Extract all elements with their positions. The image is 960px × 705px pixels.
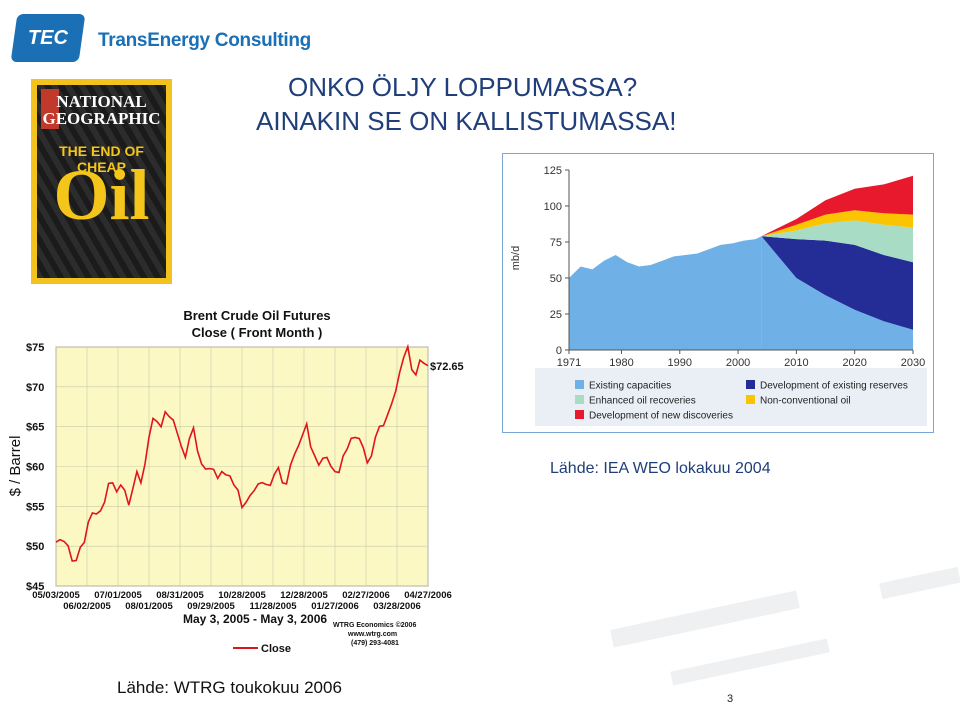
iea-chart-frame: 0 25 50 75 100 125 1971 1980 1990 2000 2010 2020 20…: [502, 153, 934, 433]
cover-badge: [41, 89, 59, 129]
iea-source-caption: Lähde: IEA WEO lokakuu 2004: [550, 460, 771, 477]
y-tick-label: $70: [26, 382, 44, 394]
x-tick-label: 2020: [842, 357, 866, 369]
x-tick-label: 10/28/2005: [218, 590, 266, 601]
credit-line: WTRG Economics ©2006: [333, 621, 416, 629]
slide-title-line1: ONKO ÖLJY LOPPUMASSA?: [288, 72, 638, 102]
x-tick-label: 04/27/2006: [404, 590, 452, 601]
company-name: TransEnergy Consulting: [98, 30, 311, 51]
axes: [565, 169, 914, 354]
x-tick-label: 2030: [901, 357, 925, 369]
legend-swatch: [575, 395, 584, 404]
y-tick-label: $65: [26, 422, 44, 434]
x-tick-label: 12/28/2005: [280, 590, 328, 601]
chart-title: Brent Crude Oil Futures: [183, 308, 330, 323]
iea-chart: 0 25 50 75 100 125 1971 1980 1990 2000 2010 2020 20…: [510, 165, 927, 426]
legend-label: Enhanced oil recoveries: [589, 396, 696, 407]
y-tick-label: $45: [26, 581, 44, 593]
chart-subtitle: Close ( Front Month ): [192, 325, 323, 340]
x-tick-label: 01/27/2006: [311, 601, 359, 612]
credit-line: www.wtrg.com: [347, 631, 397, 638]
x-tick-label: 09/29/2005: [187, 601, 235, 612]
area-existing-reserves: [761, 236, 913, 330]
legend-label: Development of new discoveries: [589, 411, 733, 422]
page-number: 3: [727, 693, 734, 705]
x-tick-label: 11/28/2005: [249, 601, 297, 612]
y-axis-label: mb/d: [510, 246, 522, 270]
legend-label: Existing capacities: [589, 381, 671, 392]
x-tick-labels: 1971 1980 1990 2000 2010 2020 2030: [557, 357, 925, 369]
y-tick-label: $75: [26, 342, 44, 354]
y-tick-labels: 0 25 50 75 100 125: [544, 165, 562, 357]
area-historical: [569, 236, 762, 350]
y-tick-label: 75: [550, 237, 562, 249]
legend-box: [535, 368, 927, 426]
y-tick-label: $55: [26, 501, 44, 513]
y-tick-label: 0: [556, 345, 562, 357]
x-tick-label: 2000: [726, 357, 750, 369]
area-new-discoveries: [761, 175, 913, 237]
x-tick-labels: 05/03/2005 07/01/2005 08/31/2005 10/28/2005…: [32, 590, 452, 612]
decor-stripe: [610, 590, 800, 648]
legend-swatch: [575, 380, 584, 389]
area-enhanced-recoveries: [761, 220, 913, 263]
x-tick-label: 02/27/2006: [342, 590, 390, 601]
x-axis-label: May 3, 2005 - May 3, 2006: [183, 612, 327, 626]
y-tick-labels: $75 $70 $65 $60 $55 $50 $45: [26, 342, 44, 593]
decor-stripe: [879, 566, 960, 600]
legend: Existing capacities Development of existi…: [575, 380, 908, 422]
series-line-close: [55, 343, 429, 562]
magazine-headline: THE END OF CHEAP: [59, 143, 144, 175]
magazine-cover: NATIONAL GEOGRAPHIC THE END OF CHEAP Oil: [31, 79, 172, 284]
y-tick-label: 125: [544, 165, 562, 177]
y-tick-label: $50: [26, 541, 44, 553]
legend-label: Development of existing reserves: [760, 381, 908, 392]
x-tick-label: 2010: [784, 357, 808, 369]
x-tick-label: 08/31/2005: [156, 590, 204, 601]
logo-text: TEC: [28, 26, 68, 49]
legend-swatch: [746, 395, 755, 404]
magazine-brand: NATIONAL GEOGRAPHIC: [42, 92, 161, 128]
y-tick-label: $60: [26, 462, 44, 474]
credit-line: (479) 293-4081: [351, 640, 399, 647]
last-value-label: $72.65: [430, 361, 464, 373]
x-tick-label: 1980: [609, 357, 633, 369]
stacked-areas: [569, 175, 913, 350]
legend-label-close: Close: [261, 643, 291, 655]
brent-chart: Brent Crude Oil Futures Close ( Front Mo…: [7, 308, 464, 655]
x-tick-label: 1971: [557, 357, 581, 369]
area-existing-capacities: [761, 236, 913, 350]
legend-label: Non-conventional oil: [760, 396, 851, 407]
y-tick-label: 50: [550, 273, 562, 285]
x-tick-label: 07/01/2005: [94, 590, 142, 601]
wtrg-source-caption: Lähde: WTRG toukokuu 2006: [117, 678, 342, 697]
area-non-conventional: [761, 210, 913, 237]
tec-logo: TEC: [10, 14, 86, 62]
y-tick-label: 25: [550, 309, 562, 321]
x-tick-label: 03/28/2006: [373, 601, 421, 612]
slide-title-line2: AINAKIN SE ON KALLISTUMASSA!: [256, 106, 677, 136]
decor-stripe: [670, 638, 830, 686]
legend-swatch: [746, 380, 755, 389]
x-tick-label: 08/01/2005: [125, 601, 173, 612]
y-tick-label: 100: [544, 201, 562, 213]
magazine-headline-big: Oil: [53, 155, 150, 235]
x-tick-label: 06/02/2005: [63, 601, 111, 612]
x-tick-label: 1990: [668, 357, 692, 369]
x-tick-label: 05/03/2005: [32, 590, 80, 601]
legend-swatch: [575, 410, 584, 419]
y-axis-label: $ / Barrel: [7, 436, 24, 497]
